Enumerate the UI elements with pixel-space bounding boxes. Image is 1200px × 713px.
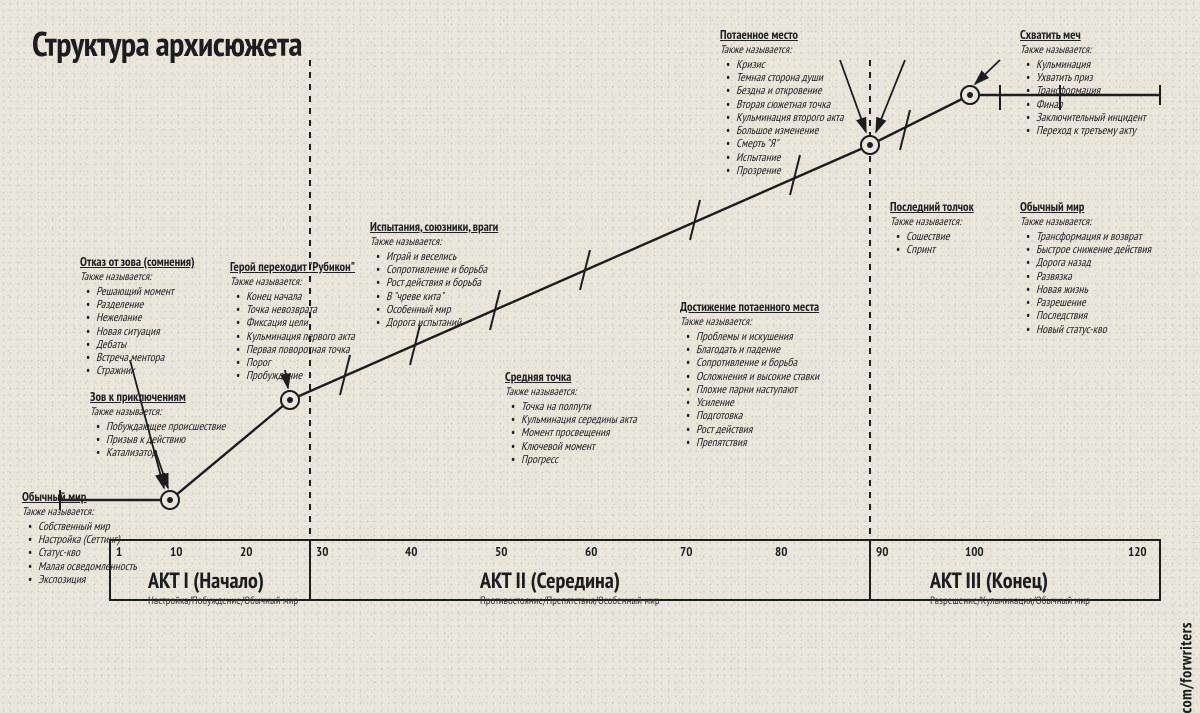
waypoint-sword <box>961 86 979 104</box>
node-ordinary: Обычный мир Также называется: Собственны… <box>22 490 152 586</box>
arrow-sword <box>975 60 1000 84</box>
node-push: Последний толчок Также называется: Сошес… <box>890 200 1040 256</box>
act1-label: АКТ I (Начало) <box>147 567 264 595</box>
node-refusal: Отказ от зова (сомнения) Также называетс… <box>80 255 240 378</box>
svg-text:100: 100 <box>965 543 984 560</box>
act1-sub: Настройка/Побуждение/Обычный мир <box>148 594 299 608</box>
scale-ticks: 1 10 20 30 40 50 60 70 80 90 100 120 <box>116 543 1147 560</box>
svg-text:20: 20 <box>240 543 252 560</box>
waypoint-rubicon <box>281 391 299 409</box>
node-innermost: Потаенное место Также называется: Кризис… <box>720 28 910 177</box>
svg-text:120: 120 <box>1128 543 1147 560</box>
act2-sub: Противостояние/Препятствия/Особенный мир <box>480 594 660 608</box>
act2-label: АКТ II (Середина) <box>479 567 620 595</box>
waypoint-call <box>161 491 179 509</box>
side-credit: com/forwriters <box>1176 622 1196 713</box>
node-approach: Достижение потаенного места Также называ… <box>680 300 880 449</box>
svg-text:40: 40 <box>405 543 417 560</box>
node-midpoint: Средняя точка Также называется: Точка на… <box>505 370 685 466</box>
node-return: Обычный мир Также называется: Трансформа… <box>1020 200 1195 336</box>
svg-text:10: 10 <box>170 543 182 560</box>
svg-text:60: 60 <box>585 543 597 560</box>
node-tests: Испытания, союзники, враги Также называе… <box>370 220 550 329</box>
svg-text:80: 80 <box>775 543 787 560</box>
act3-label: АКТ III (Конец) <box>929 567 1048 595</box>
svg-text:90: 90 <box>876 543 888 560</box>
svg-text:30: 30 <box>316 543 328 560</box>
node-sword: Схватить меч Также называется: Кульминац… <box>1020 28 1190 137</box>
act3-sub: Разрешение/Кульминация/Обычный мир <box>930 594 1090 608</box>
svg-text:50: 50 <box>495 543 507 560</box>
svg-text:70: 70 <box>680 543 692 560</box>
node-call: Зов к приключениям Также называется: Поб… <box>90 390 250 460</box>
